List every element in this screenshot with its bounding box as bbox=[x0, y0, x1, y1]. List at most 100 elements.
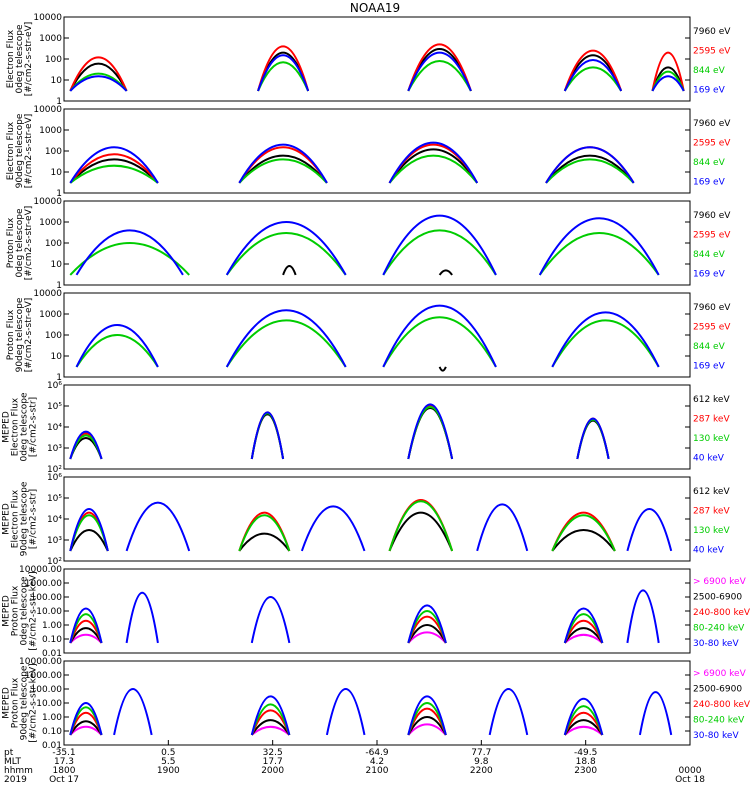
y-axis-label: MEPEDProton Flux0deg telescope[#/cm2-s-s… bbox=[2, 571, 39, 650]
y-tick-label: 10³ bbox=[47, 536, 62, 546]
y-axis-label-line: MEPED bbox=[2, 503, 12, 535]
y-axis-label-line: [#/cm2-s-str-eV] bbox=[24, 298, 34, 373]
legend-entry: 2595 eV bbox=[693, 46, 731, 56]
series-trace bbox=[476, 503, 529, 552]
y-tick-label: 10 bbox=[51, 76, 63, 86]
panel-frame bbox=[63, 660, 691, 746]
y-tick-label: 10⁶ bbox=[47, 473, 62, 483]
legend-entry: 2595 eV bbox=[693, 322, 731, 332]
legend-entry: 287 keV bbox=[693, 506, 730, 516]
series-trace bbox=[563, 49, 623, 92]
x-tick-label: 1900 bbox=[157, 766, 180, 776]
panel-frame bbox=[63, 384, 691, 470]
series-trace bbox=[69, 529, 109, 552]
series-trace bbox=[382, 229, 497, 276]
x-tick-label: 77.7 bbox=[471, 748, 491, 758]
series-trace bbox=[69, 75, 128, 92]
series-trace bbox=[388, 154, 478, 184]
series-trace bbox=[225, 319, 347, 368]
y-axis-label-line: Electron Flux bbox=[6, 121, 16, 180]
legend-entry: 169 eV bbox=[693, 361, 726, 371]
series-trace bbox=[69, 153, 159, 184]
y-axis-label-line: MEPED bbox=[2, 687, 12, 719]
y-tick-label: 1000 bbox=[39, 310, 62, 320]
series-trace bbox=[388, 500, 454, 552]
y-tick-label: 1.00 bbox=[42, 621, 62, 631]
legend-entry: 2595 eV bbox=[693, 138, 731, 148]
y-tick-label: 10² bbox=[47, 465, 62, 475]
series-trace bbox=[626, 508, 673, 552]
x-tick-label: 9.8 bbox=[474, 757, 489, 767]
legend-entry: 80-240 keV bbox=[693, 624, 745, 634]
panel-4: 10² 10³ 10⁴ 10⁵ 10⁶ MEPEDElectron Flux0deg te… bbox=[2, 381, 731, 475]
x-row-label: pt bbox=[4, 748, 14, 758]
series-trace bbox=[382, 304, 497, 368]
x-tick-label: 32.5 bbox=[263, 748, 283, 758]
legend-entry: 2595 eV bbox=[693, 230, 731, 240]
series-trace bbox=[563, 627, 604, 644]
legend-entry: 844 eV bbox=[693, 158, 726, 168]
x-row-label: hhmm bbox=[4, 766, 33, 776]
series-trace bbox=[250, 695, 291, 736]
legend-entry: 2500-6900 bbox=[693, 684, 742, 694]
series-trace bbox=[438, 366, 447, 372]
y-tick-label: 10³ bbox=[47, 444, 62, 454]
legend-entry: 40 keV bbox=[693, 453, 725, 463]
series-trace bbox=[251, 725, 291, 736]
y-tick-label: 100 bbox=[45, 147, 62, 157]
series-trace bbox=[407, 695, 447, 736]
series-trace bbox=[638, 691, 673, 736]
legend-entry: 844 eV bbox=[693, 342, 726, 352]
series-trace bbox=[250, 596, 291, 644]
y-tick-label: 100 bbox=[45, 239, 62, 249]
series-trace bbox=[69, 158, 159, 184]
y-axis-label: Proton Flux90deg telescope[#/cm2-s-str-e… bbox=[6, 297, 34, 372]
series-trace bbox=[238, 514, 291, 552]
legend-entry: 612 keV bbox=[693, 487, 730, 497]
series-trace bbox=[407, 43, 472, 92]
series-trace bbox=[75, 229, 184, 276]
y-axis-label-line: [#/cm2-s-str-keV] bbox=[29, 571, 39, 650]
series-trace bbox=[551, 528, 616, 552]
y-tick-label: 10² bbox=[47, 557, 62, 567]
series-trace bbox=[488, 688, 529, 736]
series-trace bbox=[257, 61, 310, 92]
y-axis-label: MEPEDProton Flux90deg telescope[#/cm2-s-… bbox=[2, 663, 39, 742]
y-axis-label-line: [#/cm2-s-str] bbox=[29, 489, 39, 549]
series-trace bbox=[69, 720, 103, 736]
legend-entry: > 6900 keV bbox=[693, 577, 747, 587]
legend-entry: 80-240 keV bbox=[693, 716, 745, 726]
series-trace bbox=[250, 719, 291, 736]
y-axis-label-line: Electron Flux bbox=[11, 397, 21, 456]
y-axis-label-line: 90deg telescope bbox=[20, 665, 30, 740]
y-tick-label: 0.10 bbox=[42, 635, 62, 645]
y-axis-label-line: 90deg telescope bbox=[20, 481, 30, 556]
panel-frame bbox=[63, 200, 691, 286]
y-axis-label-line: Electron Flux bbox=[11, 489, 21, 548]
y-tick-label: 10000.00 bbox=[19, 657, 62, 667]
series-trace bbox=[225, 309, 347, 368]
y-tick-label: 10000 bbox=[33, 289, 62, 299]
y-tick-label: 1000 bbox=[39, 218, 62, 228]
legend-entry: 287 keV bbox=[693, 414, 730, 424]
y-axis-label-line: Proton Flux bbox=[11, 677, 21, 728]
series-trace bbox=[538, 231, 660, 276]
y-axis-label-line: 0deg telescope bbox=[15, 208, 25, 278]
series-trace bbox=[576, 417, 610, 460]
legend-entry: 169 eV bbox=[693, 269, 726, 279]
legend-entry: 130 keV bbox=[693, 526, 730, 536]
y-axis-label: MEPEDElectron Flux0deg telescope[#/cm2-s… bbox=[2, 392, 39, 462]
x-tick-label: 2000 bbox=[261, 766, 284, 776]
panel-6: 0.010.101.0010.00100.001000.0010000.00ME… bbox=[2, 565, 750, 659]
x-tick-label: 1800 bbox=[53, 766, 76, 776]
series-trace bbox=[438, 269, 453, 276]
x-tick-label: Oct 18 bbox=[675, 775, 705, 785]
legend-entry: 30-80 keV bbox=[693, 731, 739, 741]
series-trace bbox=[551, 514, 616, 552]
y-tick-label: 10000 bbox=[33, 197, 62, 207]
y-tick-label: 10 bbox=[51, 352, 63, 362]
